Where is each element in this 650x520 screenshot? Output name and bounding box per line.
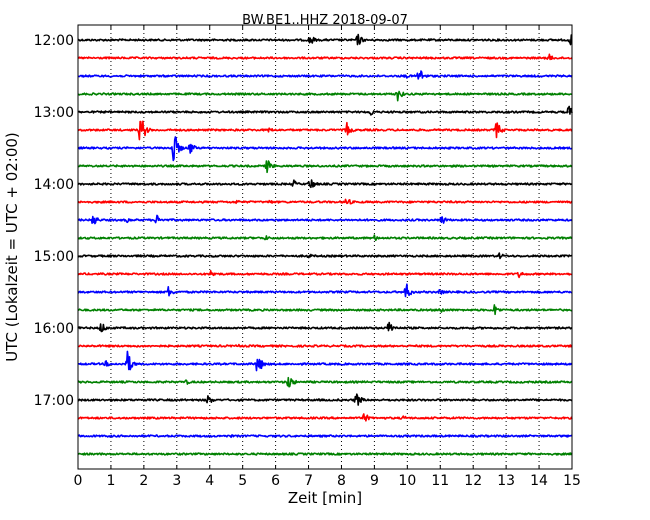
trace-1700 <box>77 393 573 406</box>
trace-1715 <box>77 413 573 422</box>
x-tick-label: 1 <box>106 473 115 489</box>
x-tick-label: 11 <box>431 473 449 489</box>
plot-frame <box>77 24 573 470</box>
trace-1300 <box>77 105 573 116</box>
y-axis-label: UTC (Lokalzeit = UTC + 02:00) <box>3 132 21 362</box>
y-tick-label: 15:00 <box>34 249 74 265</box>
x-tick-label: 4 <box>205 473 214 489</box>
x-tick-label: 9 <box>370 473 379 489</box>
trace-1215 <box>77 53 573 61</box>
y-tick-label: 16:00 <box>34 321 74 337</box>
x-tick-label: 2 <box>139 473 148 489</box>
x-tick-label: 7 <box>304 473 313 489</box>
x-tick-label: 3 <box>172 473 181 489</box>
trace-1200 <box>77 33 573 46</box>
y-tick-label: 12:00 <box>34 33 74 49</box>
trace-1615 <box>77 343 573 348</box>
axis-ticks: 0 1 2 3 4 5 6 7 8 9 10 11 12 13 14 1512:0013:0014:0015:… <box>34 25 581 489</box>
trace-1245 <box>77 90 573 102</box>
trace-1445 <box>77 234 573 242</box>
x-tick-label: 0 <box>74 473 83 489</box>
trace-1600 <box>77 321 573 333</box>
x-tick-label: 15 <box>563 473 581 489</box>
trace-1330 <box>77 136 573 162</box>
trace-1345 <box>77 160 573 174</box>
y-tick-label: 13:00 <box>34 105 74 121</box>
trace-1515 <box>77 269 573 279</box>
x-axis-label: Zeit [min] <box>288 489 362 507</box>
x-tick-label: 13 <box>497 473 515 489</box>
trace-1730 <box>77 434 573 439</box>
x-tick-label: 6 <box>271 473 280 489</box>
x-tick-label: 5 <box>238 473 247 489</box>
y-tick-label: 14:00 <box>34 177 74 193</box>
x-tick-label: 14 <box>530 473 548 489</box>
trace-1315 <box>77 120 573 141</box>
trace-1530 <box>77 283 573 298</box>
chart-title: BW.BE1..HHZ 2018-09-07 <box>242 13 408 28</box>
x-tick-label: 10 <box>398 473 416 489</box>
trace-1745 <box>77 452 573 456</box>
trace-1400 <box>77 179 573 189</box>
trace-1415 <box>77 198 573 205</box>
trace-lines <box>77 33 573 456</box>
x-tick-label: 12 <box>464 473 482 489</box>
trace-1230 <box>77 70 573 80</box>
y-tick-label: 17:00 <box>34 393 74 409</box>
trace-1630 <box>77 350 573 372</box>
trace-1500 <box>77 252 573 260</box>
trace-1430 <box>77 214 573 225</box>
x-tick-label: 8 <box>337 473 346 489</box>
trace-1645 <box>77 376 573 388</box>
trace-1545 <box>77 304 573 316</box>
